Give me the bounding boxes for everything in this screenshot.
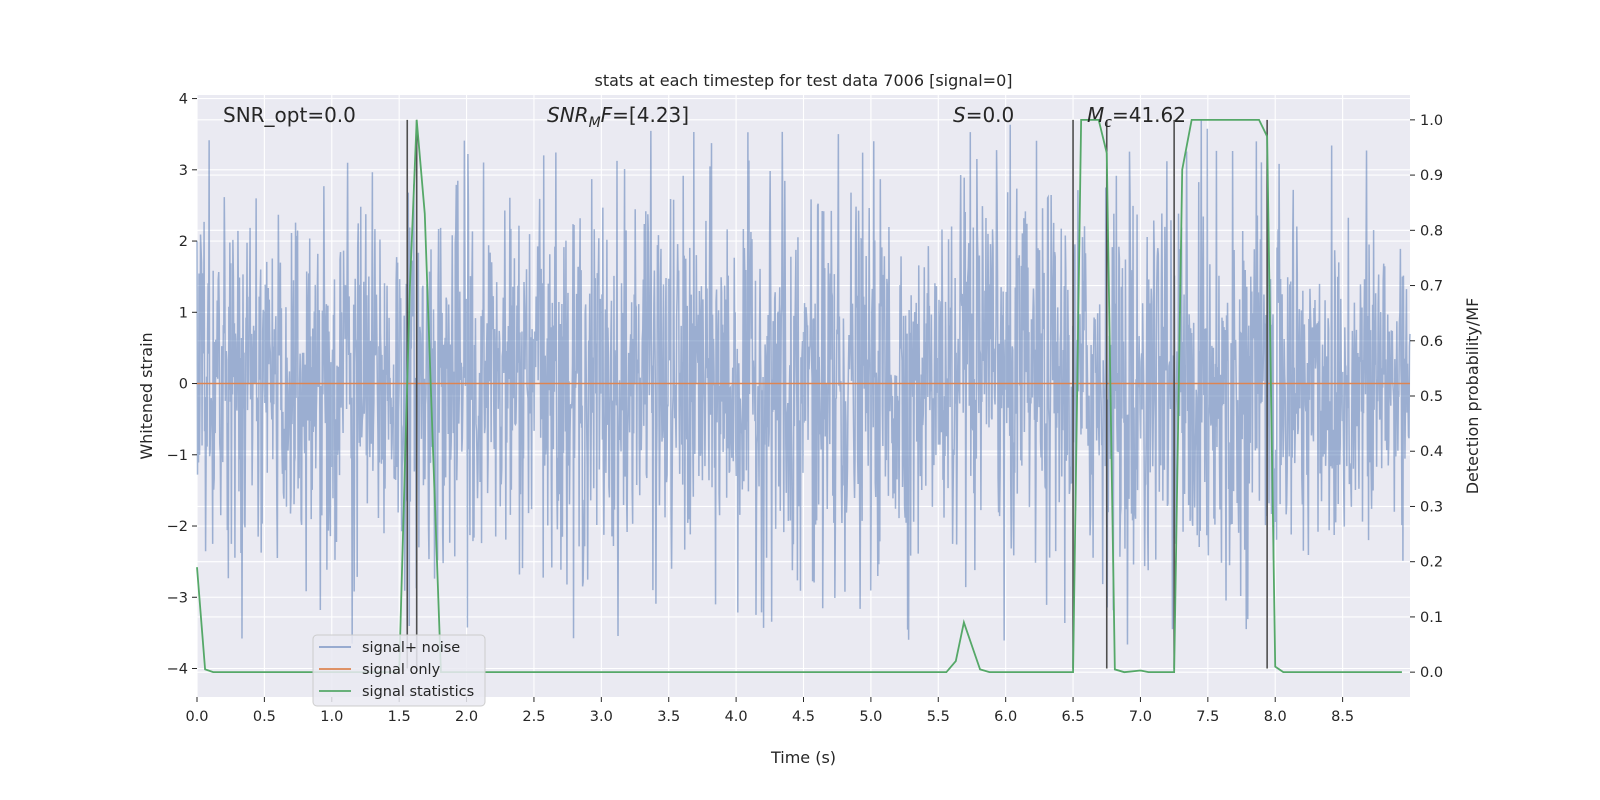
x-tick-label: 6.0 (994, 709, 1017, 725)
annotation-snr-mf-main: SNR (547, 103, 589, 127)
y-axis-right-label: Detection probability/MF (1463, 298, 1482, 495)
annotation-snr-mf: SNRMF=[4.23] (547, 103, 689, 131)
y-axis-left-ticks: −4 −3 −2 −1 0 1 2 3 4 (167, 92, 197, 678)
x-tick-label: 0.0 (185, 709, 208, 725)
y-right-tick-label: 0.8 (1420, 223, 1443, 239)
legend-label: signal+ noise (362, 640, 460, 656)
x-tick-label: 2.5 (522, 709, 545, 725)
legend-label: signal statistics (362, 684, 474, 700)
y-right-tick-label: 1.0 (1420, 113, 1443, 129)
x-tick-label: 7.0 (1129, 709, 1152, 725)
annotation-snr-opt: SNR_opt=0.0 (223, 103, 356, 127)
y-left-tick-label: 1 (179, 305, 188, 321)
x-tick-label: 5.5 (927, 709, 950, 725)
x-tick-label: 8.5 (1331, 709, 1354, 725)
y-right-tick-label: 0.7 (1420, 279, 1443, 295)
y-right-tick-label: 0.6 (1420, 334, 1443, 350)
x-axis-ticks: 0.0 0.5 1.0 1.5 2.0 2.5 3.0 3.5 4.0 4.5 5.0 5.5 6.0 6… (185, 697, 1354, 725)
legend-label: signal only (362, 662, 441, 678)
x-tick-label: 1.0 (320, 709, 343, 725)
y-left-tick-label: −1 (167, 448, 188, 464)
y-right-tick-label: 0.4 (1420, 444, 1443, 460)
y-right-tick-label: 0.1 (1420, 610, 1443, 626)
x-tick-label: 6.5 (1062, 709, 1085, 725)
vertical-markers (406, 119, 1268, 669)
annotation-chirp-mass-value: =41.62 (1112, 103, 1186, 127)
x-tick-label: 8.0 (1264, 709, 1287, 725)
x-tick-label: 5.0 (859, 709, 882, 725)
legend: signal+ noise signal only signal statistic… (312, 634, 486, 707)
series-signal-plus-noise (196, 120, 1411, 645)
x-axis-label: Time (s) (770, 748, 836, 767)
y-left-tick-label: −3 (167, 590, 188, 606)
chart-title: stats at each timestep for test data 700… (594, 71, 1012, 90)
x-tick-label: 4.0 (725, 709, 748, 725)
annotation-snr-mf-sub: M (589, 115, 601, 131)
y-left-tick-label: −2 (167, 519, 188, 535)
annotation-chirp-mass-sub: c (1104, 115, 1112, 131)
x-tick-label: 0.5 (253, 709, 276, 725)
annotation-snr-mf-value: =[4.23] (612, 103, 689, 127)
y-left-tick-label: −4 (167, 662, 188, 678)
annotation-s-main: S (953, 103, 966, 127)
y-right-tick-label: 0.9 (1420, 168, 1443, 184)
annotation-s-value: =0.0 (966, 103, 1015, 127)
annotation-s: S=0.0 (953, 103, 1014, 127)
signal-statistics-line (196, 118, 1402, 674)
y-axis-left-label: Whitened strain (137, 332, 156, 459)
y-axis-right-ticks: 0.0 0.1 0.2 0.3 0.4 0.5 0.6 0.7 0.8 0.9 1.0 (1410, 113, 1443, 681)
annotation-chirp-mass-main: M (1087, 103, 1104, 127)
annotation-chirp-mass: Mc=41.62 (1087, 103, 1186, 131)
x-tick-label: 3.5 (657, 709, 680, 725)
y-right-tick-label: 0.3 (1420, 499, 1443, 515)
x-tick-label: 2.0 (455, 709, 478, 725)
y-left-tick-label: 3 (179, 163, 188, 179)
y-left-tick-label: 2 (179, 234, 188, 250)
y-right-tick-label: 0.0 (1420, 665, 1443, 681)
y-right-tick-label: 0.2 (1420, 555, 1443, 571)
signal-plus-noise-line (196, 120, 1411, 645)
y-right-tick-label: 0.5 (1420, 389, 1443, 405)
legend-box (312, 634, 486, 707)
x-tick-label: 4.5 (792, 709, 815, 725)
x-tick-label: 3.0 (590, 709, 613, 725)
y-left-tick-label: 0 (179, 377, 188, 393)
annotation-snr-mf-f: F (601, 103, 613, 127)
y-left-tick-label: 4 (179, 92, 188, 108)
x-tick-label: 7.5 (1196, 709, 1219, 725)
x-tick-label: 1.5 (388, 709, 411, 725)
